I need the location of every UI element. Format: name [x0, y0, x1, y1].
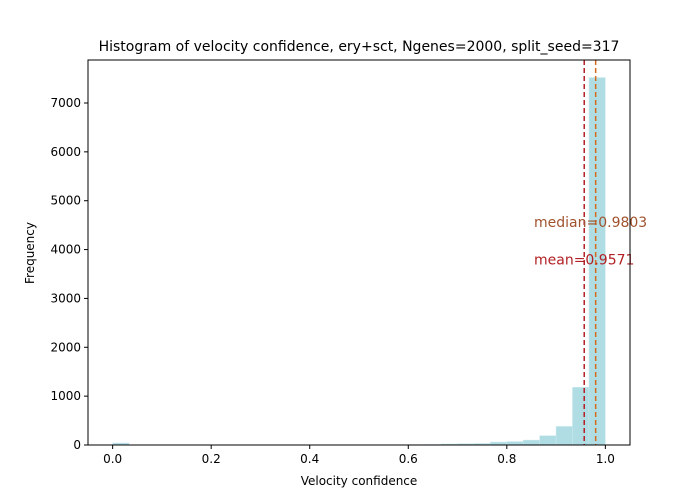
x-tick-label: 0.4 [300, 452, 319, 466]
x-tick-label: 1.0 [596, 452, 615, 466]
x-tick-label: 0.6 [399, 452, 418, 466]
histogram-bar-28 [572, 387, 588, 445]
histogram-bar-26 [540, 436, 556, 445]
y-tick-label: 0 [73, 438, 81, 452]
y-axis-ticks: 0 1000 2000 3000 4000 5000 6000 7000 [50, 96, 88, 452]
histogram-bar-24 [507, 442, 523, 445]
x-axis-label: Velocity confidence [301, 474, 418, 488]
histogram-bar-25 [523, 440, 539, 445]
mean-label: mean=0.9571 [534, 252, 634, 268]
chart-title: Histogram of velocity confidence, ery+sc… [99, 39, 620, 55]
y-tick-label: 3000 [50, 291, 81, 305]
y-tick-label: 6000 [50, 145, 81, 159]
y-tick-label: 4000 [50, 243, 81, 257]
y-tick-label: 5000 [50, 194, 81, 208]
bars-layer [113, 78, 606, 445]
y-tick-label: 1000 [50, 389, 81, 403]
y-tick-label: 2000 [50, 340, 81, 354]
x-tick-label: 0.2 [202, 452, 221, 466]
x-axis-ticks: 0.0 0.2 0.4 0.6 0.8 1.0 [103, 445, 615, 466]
histogram-bar-27 [556, 426, 572, 445]
x-tick-label: 0.8 [497, 452, 516, 466]
x-tick-label: 0.0 [103, 452, 122, 466]
y-axis-label: Frequency [23, 222, 37, 284]
y-tick-label: 7000 [50, 96, 81, 110]
